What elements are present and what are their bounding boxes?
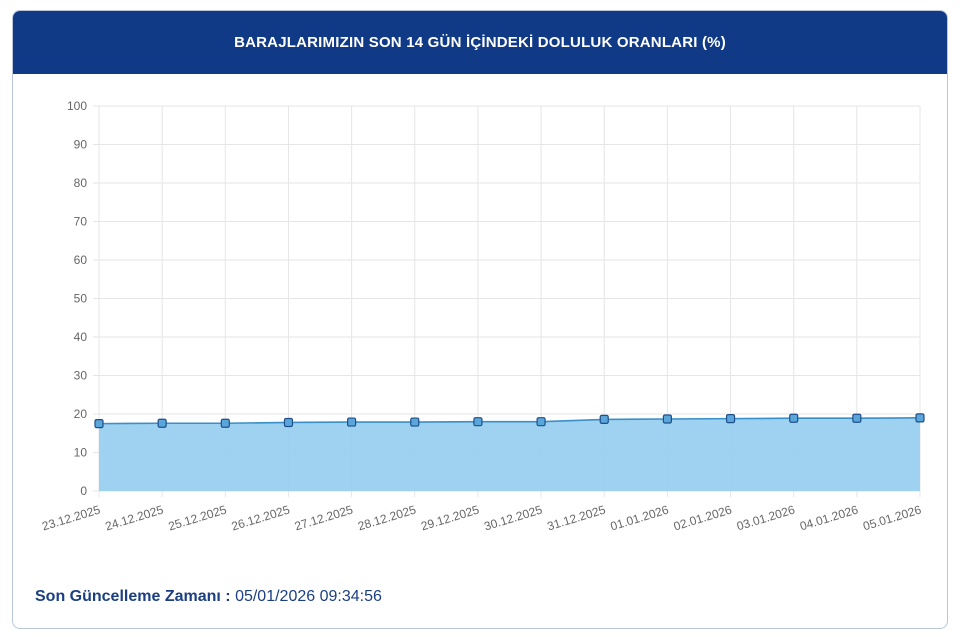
chart-card: BARAJLARIMIZIN SON 14 GÜN İÇİNDEKİ DOLUL…: [12, 10, 948, 629]
data-point: [536, 417, 546, 427]
y-tick-label: 20: [74, 407, 88, 421]
data-point: [662, 414, 672, 424]
y-tick-label: 30: [74, 369, 88, 383]
data-point: [789, 413, 799, 423]
y-tick-label: 60: [74, 253, 88, 267]
area-chart: 0 10 20 30 40 50 60 70 80 90 100 23.12.2025 24.12.20…: [40, 99, 925, 533]
x-tick-label: 24.12.2025: [103, 502, 165, 533]
data-point: [283, 417, 294, 428]
chart-header: BARAJLARIMIZIN SON 14 GÜN İÇİNDEKİ DOLUL…: [13, 11, 947, 74]
y-tick-label: 40: [74, 330, 88, 344]
data-point: [94, 419, 104, 429]
y-tick-label: 50: [74, 292, 88, 306]
x-tick-label: 03.01.2026: [735, 502, 797, 533]
last-update-label: Son Güncelleme Zamanı :: [35, 588, 231, 605]
x-tick-label: 31.12.2025: [546, 502, 608, 533]
y-tick-label: 80: [74, 176, 88, 190]
data-point: [473, 417, 483, 427]
data-point: [410, 417, 420, 427]
y-tick-label: 90: [74, 138, 88, 152]
data-point: [852, 413, 862, 423]
x-tick-label: 30.12.2025: [482, 502, 544, 533]
x-tick-label: 04.01.2026: [798, 502, 860, 533]
last-update-value: 05/01/2026 09:34:56: [235, 588, 382, 605]
y-tick-label: 10: [74, 446, 88, 460]
last-update: Son Güncelleme Zamanı : 05/01/2026 09:34…: [35, 588, 382, 606]
x-tick-label: 23.12.2025: [40, 502, 102, 533]
data-point: [725, 414, 736, 424]
chart-area: 0 10 20 30 40 50 60 70 80 90 100 23.12.2025 24.12.20…: [13, 74, 947, 554]
x-tick-label: 02.01.2026: [672, 502, 734, 533]
data-point: [915, 413, 925, 423]
x-tick-label: 26.12.2025: [230, 502, 292, 533]
x-tick-label: 25.12.2025: [167, 502, 229, 533]
chart-title: BARAJLARIMIZIN SON 14 GÜN İÇİNDEKİ DOLUL…: [234, 34, 726, 51]
series-line: [98, 417, 921, 425]
x-tick-label: 28.12.2025: [356, 502, 418, 533]
y-tick-label: 100: [67, 99, 87, 113]
x-tick-label: 05.01.2026: [861, 502, 923, 533]
data-point: [220, 418, 230, 428]
y-tick-label: 70: [74, 215, 88, 229]
data-point: [347, 417, 357, 427]
x-tick-label: 29.12.2025: [419, 502, 481, 533]
data-point: [157, 418, 167, 428]
area-fill: [99, 417, 920, 491]
data-point: [599, 414, 609, 424]
y-tick-label: 0: [80, 484, 87, 498]
x-tick-label: 01.01.2026: [609, 502, 671, 533]
x-tick-label: 27.12.2025: [293, 502, 355, 533]
